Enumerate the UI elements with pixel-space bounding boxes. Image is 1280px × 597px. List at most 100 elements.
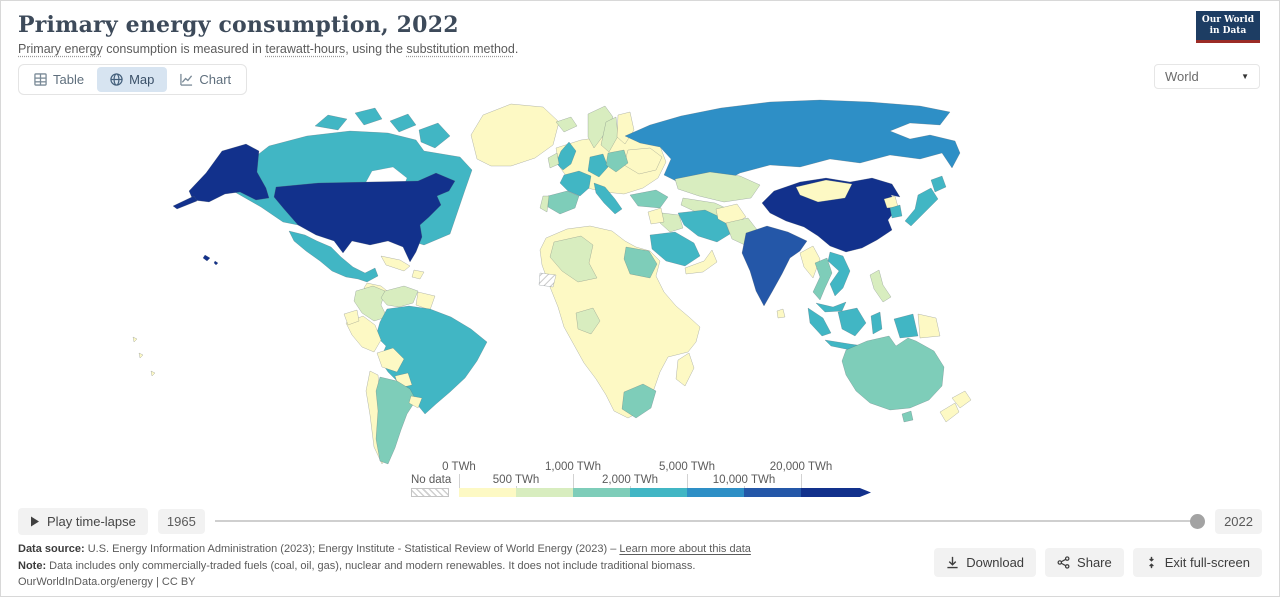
country-ireland[interactable] bbox=[547, 152, 560, 169]
country-argentina[interactable] bbox=[375, 376, 417, 465]
country-bolivia[interactable] bbox=[376, 347, 405, 373]
country-japan-hokkaido[interactable] bbox=[930, 175, 947, 193]
subtitle-text: consumption is measured in bbox=[102, 42, 266, 56]
subtitle-link-terawatt-hours[interactable]: terawatt-hours bbox=[265, 42, 346, 56]
country-myanmar[interactable] bbox=[799, 245, 821, 279]
tab-table[interactable]: Table bbox=[21, 67, 97, 92]
country-spain[interactable] bbox=[547, 190, 580, 215]
timeline-slider[interactable] bbox=[214, 513, 1206, 529]
legend-tick bbox=[687, 474, 688, 488]
legend-bin-5[interactable] bbox=[744, 488, 801, 497]
country-egypt[interactable] bbox=[623, 246, 658, 279]
legend-bin-1[interactable] bbox=[516, 488, 573, 497]
country-iceland[interactable] bbox=[555, 116, 578, 133]
legend-color-bar bbox=[459, 488, 871, 497]
country-new-zealand-north[interactable] bbox=[951, 390, 972, 409]
country-malaysia[interactable] bbox=[815, 301, 847, 313]
country-canada-arctic[interactable] bbox=[314, 114, 348, 131]
timeline-start-year[interactable]: 1965 bbox=[157, 508, 205, 534]
country-peru[interactable] bbox=[345, 315, 382, 353]
country-indonesia-papua[interactable] bbox=[893, 313, 919, 339]
country-western-sahara[interactable] bbox=[538, 272, 557, 288]
country-nigeria[interactable] bbox=[575, 307, 601, 335]
country-south-africa[interactable] bbox=[621, 383, 657, 419]
country-saudi-arabia[interactable] bbox=[649, 231, 701, 267]
view-tabbar: Table Map Chart bbox=[18, 64, 248, 95]
country-indonesia-borneo[interactable] bbox=[837, 307, 867, 337]
country-mongolia[interactable] bbox=[795, 179, 853, 203]
country-canada-baffin[interactable] bbox=[418, 122, 451, 149]
country-south-korea[interactable] bbox=[889, 204, 903, 219]
play-timelapse-button[interactable]: Play time-lapse bbox=[18, 507, 148, 535]
legend-no-data-swatch[interactable] bbox=[411, 488, 449, 497]
country-sweden[interactable] bbox=[600, 116, 619, 153]
country-iran[interactable] bbox=[677, 209, 731, 243]
tab-map[interactable]: Map bbox=[97, 67, 168, 92]
country-india[interactable] bbox=[741, 225, 808, 307]
legend-bin-0[interactable] bbox=[459, 488, 516, 497]
country-usa[interactable] bbox=[273, 172, 456, 263]
country-indonesia-sulawesi[interactable] bbox=[870, 311, 883, 335]
country-poland[interactable] bbox=[605, 149, 629, 173]
country-new-zealand-south[interactable] bbox=[939, 402, 960, 423]
country-usa-aleutians[interactable] bbox=[172, 195, 198, 210]
entity-selector[interactable]: World ▼ bbox=[1154, 64, 1260, 89]
legend-bin-6[interactable] bbox=[801, 488, 871, 497]
country-philippines[interactable] bbox=[869, 269, 892, 303]
country-papua-new-guinea[interactable] bbox=[917, 313, 941, 339]
country-greenland[interactable] bbox=[470, 103, 560, 167]
country-china[interactable] bbox=[761, 177, 901, 253]
country-hispaniola[interactable] bbox=[411, 269, 425, 280]
exit-fullscreen-button[interactable]: Exit full-screen bbox=[1132, 548, 1262, 577]
country-france[interactable] bbox=[559, 170, 592, 197]
download-button[interactable]: Download bbox=[934, 548, 1037, 577]
country-levant[interactable] bbox=[647, 207, 665, 225]
country-canada-arctic[interactable] bbox=[389, 113, 417, 133]
country-turkey[interactable] bbox=[629, 189, 669, 209]
country-thailand[interactable] bbox=[812, 257, 833, 301]
subtitle-text: , using the bbox=[345, 42, 407, 56]
map-legend: No data 0 TWh 500 TWh 1,000 TWh 2,000 TW… bbox=[411, 461, 891, 500]
legend-label: 2,000 TWh bbox=[599, 474, 661, 486]
country-canada-arctic[interactable] bbox=[354, 107, 383, 126]
controls-row: Table Map Chart World ▼ bbox=[1, 56, 1279, 95]
owid-logo[interactable]: Our World in Data bbox=[1195, 11, 1260, 43]
country-uruguay[interactable] bbox=[408, 395, 423, 409]
country-algeria[interactable] bbox=[549, 235, 598, 283]
country-japan[interactable] bbox=[904, 187, 939, 227]
country-usa-alaska[interactable] bbox=[188, 143, 270, 203]
country-germany[interactable] bbox=[587, 153, 609, 178]
country-colombia[interactable] bbox=[353, 285, 388, 322]
country-ecuador[interactable] bbox=[343, 309, 360, 326]
country-mexico[interactable] bbox=[288, 230, 379, 283]
country-cuba[interactable] bbox=[380, 255, 411, 272]
country-venezuela[interactable] bbox=[380, 285, 419, 308]
country-australia[interactable] bbox=[841, 335, 945, 411]
tab-chart[interactable]: Chart bbox=[167, 67, 244, 92]
country-yemen-oman[interactable] bbox=[684, 249, 718, 275]
country-vietnam[interactable] bbox=[827, 251, 851, 297]
country-russia[interactable] bbox=[624, 99, 961, 185]
legend-bin-3[interactable] bbox=[630, 488, 687, 497]
share-button[interactable]: Share bbox=[1045, 548, 1124, 577]
country-australia-tasmania[interactable] bbox=[901, 410, 914, 423]
country-usa-hawaii[interactable] bbox=[202, 254, 219, 266]
legend-bin-4[interactable] bbox=[687, 488, 744, 497]
country-sri-lanka[interactable] bbox=[776, 308, 786, 319]
download-label: Download bbox=[966, 555, 1025, 570]
country-pacific-islands[interactable] bbox=[132, 336, 156, 377]
timeline-end-year[interactable]: 2022 bbox=[1215, 508, 1262, 534]
country-indonesia-sumatra[interactable] bbox=[807, 307, 832, 337]
subtitle-link-primary-energy[interactable]: Primary energy bbox=[18, 42, 103, 56]
country-kazakhstan[interactable] bbox=[674, 171, 761, 203]
note-label: Note: bbox=[18, 559, 47, 572]
learn-more-link[interactable]: Learn more about this data bbox=[619, 543, 751, 555]
subtitle-link-substitution-method[interactable]: substitution method bbox=[406, 42, 515, 56]
note-line: Note: Data includes only commercially-tr… bbox=[18, 558, 1262, 575]
timeline-handle[interactable] bbox=[1190, 514, 1206, 529]
country-madagascar[interactable] bbox=[675, 352, 695, 387]
country-portugal[interactable] bbox=[539, 195, 550, 213]
legend-bin-2[interactable] bbox=[573, 488, 630, 497]
country-italy[interactable] bbox=[593, 182, 623, 215]
